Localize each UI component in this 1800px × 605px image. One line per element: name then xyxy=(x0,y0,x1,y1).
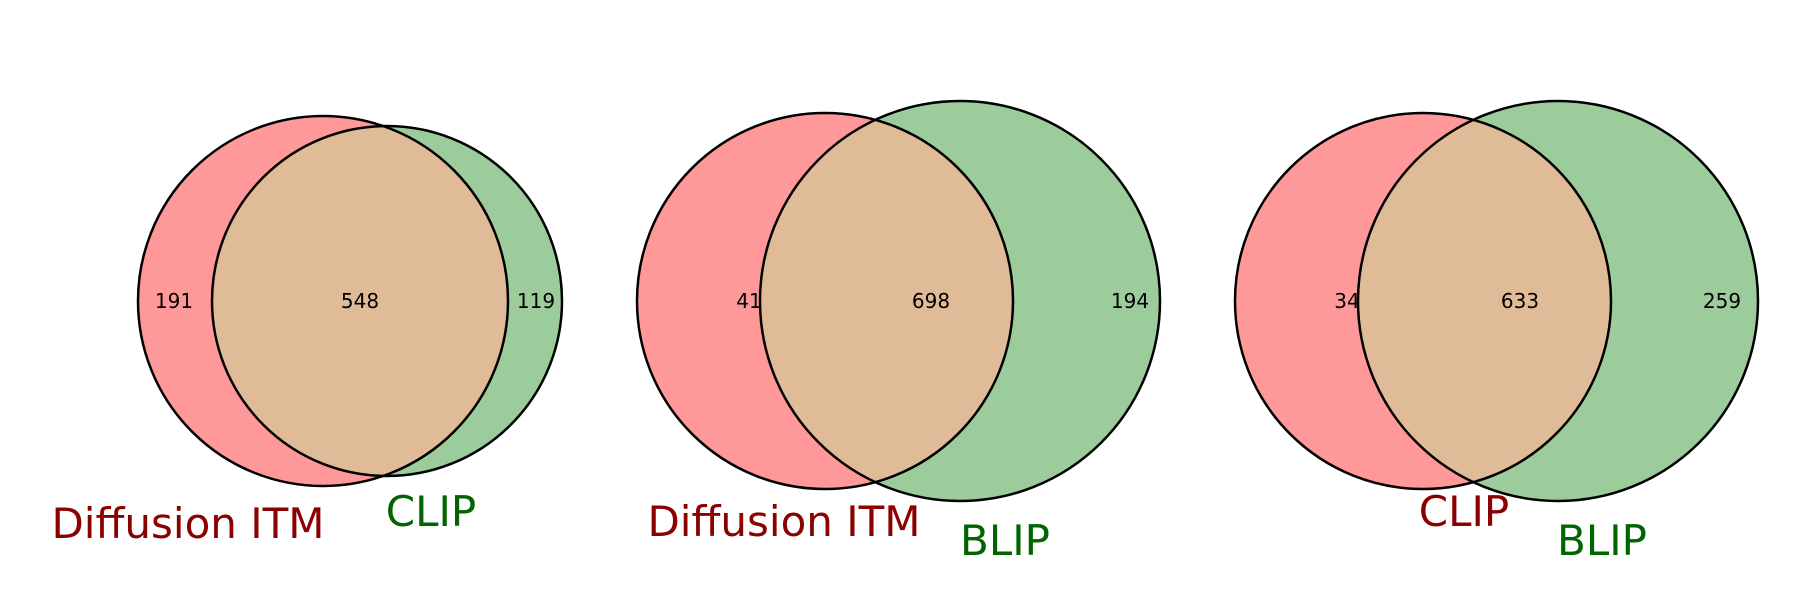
venn-3-left-outline xyxy=(1233,111,1613,491)
venn-1-left-label: Diffusion ITM xyxy=(51,499,324,548)
venn-2-left-outline xyxy=(635,111,1015,491)
venn-1-right-only-count: 119 xyxy=(517,289,555,313)
venn-1-left-only-count: 191 xyxy=(155,289,193,313)
venn-3-right-label: BLIP xyxy=(1557,516,1647,565)
venn-2-right-label: BLIP xyxy=(960,516,1050,565)
venn-1-intersection-count: 548 xyxy=(341,289,379,313)
venn-1-left-outline xyxy=(136,114,510,488)
venn-3-intersection-count: 633 xyxy=(1501,289,1539,313)
venn-diagram-2: 41 698 194 Diffusion ITM BLIP xyxy=(635,99,1162,565)
venn-2-left-label: Diffusion ITM xyxy=(647,497,920,546)
venn-3-left-only-count: 34 xyxy=(1334,289,1359,313)
venn-diagram-3: 34 633 259 CLIP BLIP xyxy=(1233,99,1760,565)
venn-3-right-outline xyxy=(1356,99,1760,503)
venn-2-intersection-count: 698 xyxy=(912,289,950,313)
venn-1-overlap-region xyxy=(212,126,508,476)
venn-3-right-only-count: 259 xyxy=(1703,289,1741,313)
venn-3-overlap-region xyxy=(1358,113,1611,489)
venn-3-left-label: CLIP xyxy=(1419,487,1509,536)
venn-2-right-outline xyxy=(758,99,1162,503)
venn-1-right-outline xyxy=(210,124,564,478)
venn-2-left-only-count: 41 xyxy=(736,289,761,313)
venn-diagram-1: 191 548 119 Diffusion ITM CLIP xyxy=(51,114,564,548)
venn-1-right-label: CLIP xyxy=(386,487,476,536)
venn-2-right-only-count: 194 xyxy=(1111,289,1149,313)
venn-2-overlap-region xyxy=(760,113,1013,489)
